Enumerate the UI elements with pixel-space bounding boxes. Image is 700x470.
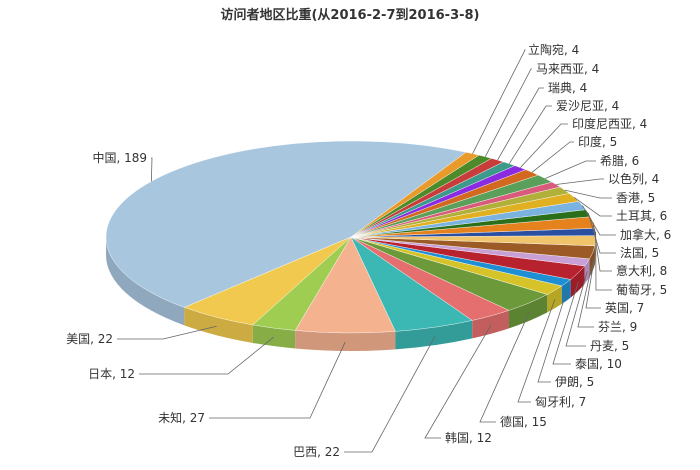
slice-label: 未知, 27 bbox=[158, 411, 205, 425]
label-leader-line bbox=[531, 141, 574, 173]
slice-label: 芬兰, 9 bbox=[598, 320, 637, 334]
label-leader-line bbox=[517, 299, 556, 403]
slice-label: 葡萄牙, 5 bbox=[616, 283, 667, 297]
label-leader-line bbox=[564, 189, 612, 199]
slice-label: 泰国, 10 bbox=[575, 357, 622, 371]
label-leader-line bbox=[424, 324, 492, 439]
slice-label: 立陶宛, 4 bbox=[528, 42, 579, 57]
slice-label: 匈牙利, 7 bbox=[535, 395, 586, 409]
pie-slice-side bbox=[472, 310, 509, 339]
slice-label: 加拿大, 6 bbox=[620, 227, 671, 242]
slice-label: 巴西, 22 bbox=[293, 445, 340, 459]
slice-label: 韩国, 12 bbox=[445, 430, 492, 445]
label-leader-line bbox=[344, 335, 436, 453]
label-leader-line bbox=[595, 231, 612, 291]
pie-slice-side bbox=[295, 330, 396, 351]
slice-label: 丹麦, 5 bbox=[590, 339, 629, 353]
chart-title: 访问者地区比重(从2016-2-7到2016-3-8) bbox=[220, 8, 480, 23]
label-leader-line bbox=[139, 336, 274, 375]
label-leader-line bbox=[545, 160, 596, 179]
label-leader-line bbox=[556, 178, 604, 185]
label-leader-line bbox=[537, 291, 567, 383]
label-leader-line bbox=[552, 281, 579, 365]
label-leader-line bbox=[472, 49, 526, 154]
label-leader-line bbox=[577, 261, 594, 328]
slice-label: 日本, 12 bbox=[88, 367, 135, 381]
slice-label: 以色列, 4 bbox=[608, 172, 659, 186]
label-leader-line bbox=[479, 311, 530, 423]
slice-label: 中国, 189 bbox=[92, 150, 147, 165]
label-leader-line bbox=[520, 123, 568, 168]
label-leader-line bbox=[117, 325, 217, 340]
pie-labels: 中国, 189 美国, 22 日本, 12 未知, 27 巴西, 22 韩国, 12 德国,… bbox=[66, 42, 671, 459]
slice-label: 美国, 22 bbox=[66, 332, 113, 346]
pie-slice-side bbox=[570, 265, 585, 298]
slice-label: 意大利, 8 bbox=[616, 263, 667, 278]
label-leader-line bbox=[587, 213, 616, 254]
label-leader-line bbox=[565, 271, 588, 347]
label-leader-line bbox=[582, 205, 616, 236]
pie-sides bbox=[106, 237, 596, 351]
pie-slice-side bbox=[395, 320, 473, 350]
pie-tops bbox=[105, 140, 597, 334]
slice-label: 印度, 5 bbox=[578, 134, 617, 149]
slice-label: 德国, 15 bbox=[500, 414, 547, 429]
label-leader-line bbox=[150, 157, 153, 182]
label-leader-line bbox=[209, 341, 346, 419]
pie-slice[interactable] bbox=[105, 140, 467, 308]
label-leader-line bbox=[508, 105, 552, 164]
label-leader-line bbox=[573, 196, 612, 217]
slice-label: 希腊, 6 bbox=[600, 153, 639, 168]
slice-label: 香港, 5 bbox=[616, 191, 655, 205]
slice-label: 英国, 7 bbox=[605, 301, 644, 315]
slice-label: 土耳其, 6 bbox=[616, 209, 667, 223]
slice-label: 爱沙尼亚, 4 bbox=[556, 99, 619, 113]
slice-label: 法国, 5 bbox=[620, 246, 659, 260]
label-leader-line bbox=[585, 249, 601, 309]
pie-slice-side bbox=[252, 324, 296, 349]
slice-label: 马来西亚, 4 bbox=[536, 62, 599, 76]
slice-label: 瑞典, 4 bbox=[548, 81, 587, 95]
pie-slice-side bbox=[184, 307, 253, 343]
slice-label: 印度尼西亚, 4 bbox=[572, 116, 647, 131]
pie-slice-side bbox=[508, 294, 548, 329]
label-leader-line bbox=[497, 87, 544, 161]
label-leader-line bbox=[484, 68, 532, 157]
pie-slice-side bbox=[106, 237, 185, 326]
slice-label: 伊朗, 5 bbox=[555, 375, 594, 389]
